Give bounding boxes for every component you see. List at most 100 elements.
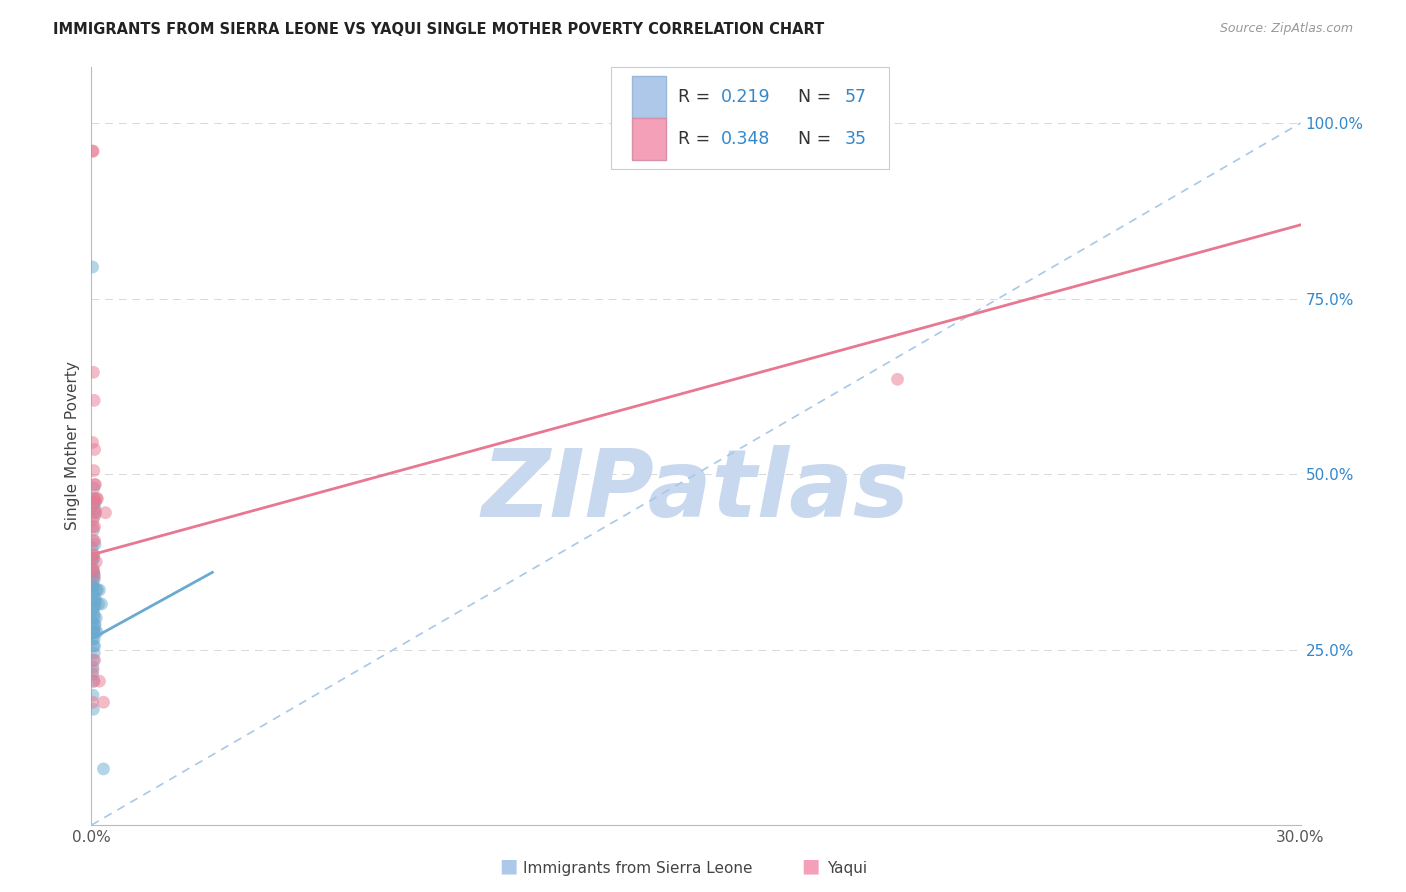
Point (82, 553, 104, 567)
Point (83, 393, 105, 408)
Point (82, 615, 104, 629)
Text: R =: R = (678, 130, 716, 148)
Point (82, 625, 104, 640)
Text: ZIPatlas: ZIPatlas (482, 445, 910, 538)
Point (83, 569, 105, 583)
Y-axis label: Single Mother Poverty: Single Mother Poverty (65, 361, 80, 531)
Point (82, 600, 104, 615)
Point (84, 537, 107, 551)
Point (89, 674, 111, 689)
Point (83, 491, 105, 506)
Point (86, 491, 108, 506)
Point (82, 660, 104, 674)
Point (84, 597, 107, 611)
Point (82, 579, 104, 593)
Point (83, 495, 105, 509)
Point (83, 622, 105, 636)
Point (84, 593, 107, 607)
Point (83, 499, 105, 513)
Point (82, 520, 104, 534)
Point (82, 625, 104, 640)
Point (82, 513, 104, 527)
Point (83, 477, 105, 491)
Point (82, 365, 104, 379)
Point (86, 625, 108, 640)
Text: 0.219: 0.219 (721, 88, 770, 106)
Point (82, 604, 104, 618)
Point (82, 632, 104, 646)
Text: ■: ■ (801, 857, 820, 876)
Point (83, 600, 105, 615)
Point (83, 481, 105, 495)
Point (82, 688, 104, 702)
Point (94, 506, 117, 520)
Point (82, 562, 104, 576)
Point (84, 477, 107, 491)
Point (86, 491, 108, 506)
Point (84, 555, 107, 569)
Point (83, 548, 105, 562)
Point (90, 597, 112, 611)
Text: 35: 35 (845, 130, 866, 148)
Text: Yaqui: Yaqui (827, 861, 868, 876)
Text: IMMIGRANTS FROM SIERRA LEONE VS YAQUI SINGLE MOTHER POVERTY CORRELATION CHART: IMMIGRANTS FROM SIERRA LEONE VS YAQUI SI… (53, 22, 825, 37)
Point (82, 260, 104, 274)
Point (93, 762, 115, 776)
Point (83, 639, 105, 653)
Point (83, 464, 105, 478)
Point (83, 653, 105, 667)
Point (83, 509, 105, 524)
Point (83, 593, 105, 607)
Text: 0.348: 0.348 (721, 130, 770, 148)
Point (82, 702, 104, 716)
Point (82, 551, 104, 566)
Point (84, 618, 107, 632)
Point (82, 667, 104, 681)
Point (84, 582, 107, 597)
Point (82, 579, 104, 593)
Point (86, 582, 108, 597)
Point (82, 569, 104, 583)
Point (83, 566, 105, 580)
Point (82, 435, 104, 450)
Point (82, 562, 104, 576)
Point (82, 144, 104, 158)
Point (84, 502, 107, 516)
Point (83, 573, 105, 587)
Point (82, 664, 104, 678)
Text: N =: N = (787, 88, 837, 106)
Point (82, 573, 104, 587)
Text: R =: R = (678, 88, 716, 106)
Point (93, 695, 115, 709)
Point (83, 607, 105, 622)
Point (82, 639, 104, 653)
Point (82, 653, 104, 667)
Point (83, 533, 105, 548)
Point (82, 695, 104, 709)
Point (83, 618, 105, 632)
Point (82, 144, 104, 158)
Point (82, 523, 104, 537)
Point (83, 674, 105, 689)
Bar (631, 118, 666, 160)
Point (886, 372, 908, 386)
Point (82, 491, 104, 506)
Point (82, 541, 104, 555)
Point (82, 548, 104, 562)
Point (84, 590, 107, 604)
Point (83, 611, 105, 625)
Point (84, 506, 107, 520)
Bar (631, 77, 666, 118)
Point (82, 586, 104, 600)
Point (82, 566, 104, 580)
FancyBboxPatch shape (612, 67, 890, 169)
Text: Immigrants from Sierra Leone: Immigrants from Sierra Leone (523, 861, 752, 876)
Point (83, 579, 105, 593)
Point (83, 674, 105, 689)
Text: ■: ■ (499, 857, 517, 876)
Point (83, 646, 105, 660)
Point (82, 551, 104, 566)
Text: 57: 57 (845, 88, 866, 106)
Point (89, 582, 111, 597)
Point (84, 495, 107, 509)
